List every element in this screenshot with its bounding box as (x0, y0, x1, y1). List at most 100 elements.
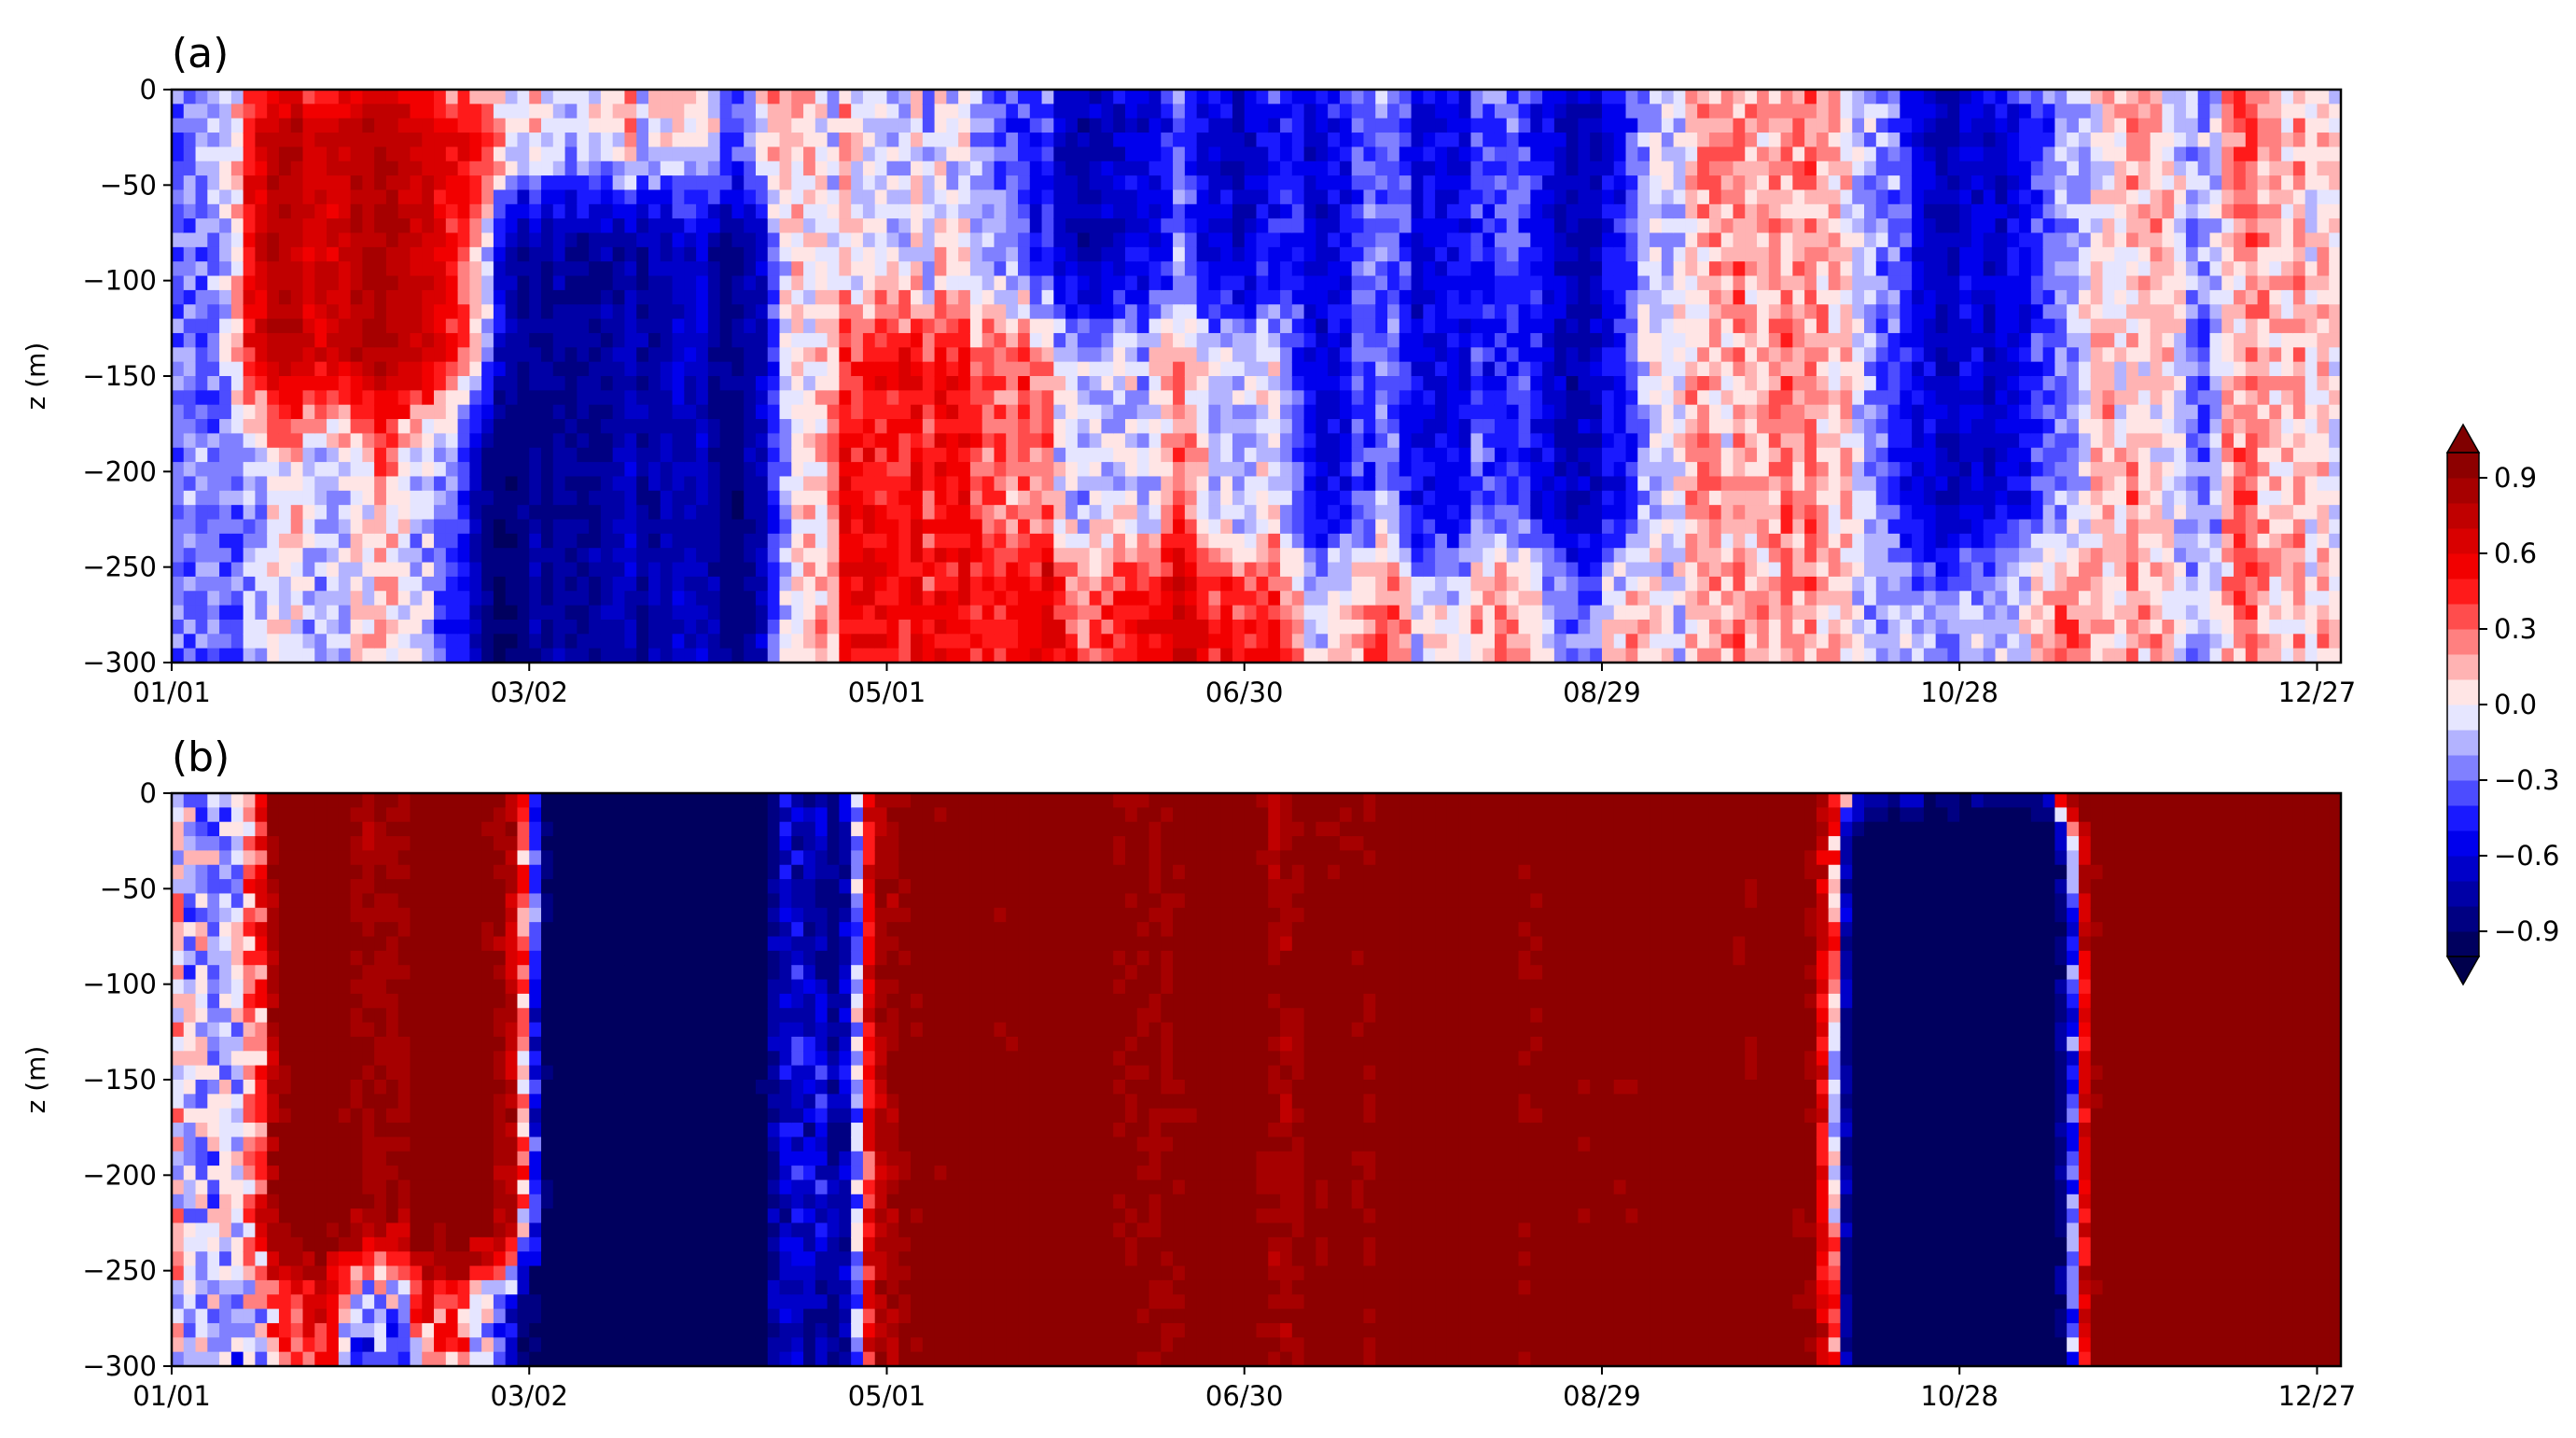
heatmap-cell (1244, 476, 1258, 492)
heatmap-cell (350, 361, 364, 377)
heatmap-cell (434, 562, 447, 578)
heatmap-cell (385, 104, 399, 119)
heatmap-cell (1470, 462, 1484, 478)
heatmap-cell (994, 261, 1008, 277)
heatmap-cell (1578, 261, 1591, 277)
heatmap-cell (314, 275, 327, 291)
heatmap-cell (624, 304, 638, 320)
heatmap-cell (505, 576, 519, 593)
heatmap-cell (994, 634, 1008, 649)
heatmap-cell (1101, 246, 1114, 262)
heatmap-cell (886, 175, 900, 191)
heatmap-cell (600, 275, 614, 291)
heatmap-cell (278, 161, 292, 176)
heatmap-cell (1077, 332, 1091, 349)
heatmap-cell (290, 490, 304, 506)
heatmap-cell (791, 505, 804, 521)
heatmap-cell (684, 576, 697, 593)
heatmap-cell (1041, 347, 1055, 363)
heatmap-cell (1590, 447, 1603, 463)
heatmap-cell (1613, 161, 1627, 176)
heatmap-cell (385, 419, 399, 435)
heatmap-cell (946, 90, 959, 105)
heatmap-cell (1041, 433, 1055, 449)
heatmap-cell (1625, 576, 1639, 593)
heatmap-cell (255, 161, 268, 176)
heatmap-cell (815, 218, 828, 234)
heatmap-cell (874, 203, 888, 219)
heatmap-cell (946, 619, 959, 635)
heatmap-cell (1161, 361, 1174, 377)
heatmap-cell (672, 634, 686, 649)
heatmap-cell (1387, 490, 1400, 506)
heatmap-cell (517, 476, 531, 492)
heatmap-cell (886, 304, 900, 320)
heatmap-cell (505, 304, 519, 320)
heatmap-cell (1506, 147, 1520, 162)
heatmap-cell (969, 133, 983, 148)
heatmap-cell (243, 576, 257, 593)
heatmap-cell (898, 376, 912, 392)
heatmap-cell (1256, 390, 1270, 406)
heatmap-cell (1018, 462, 1031, 478)
heatmap-cell (517, 347, 531, 363)
heatmap-cell (589, 404, 602, 420)
heatmap-cell (1553, 548, 1567, 564)
heatmap-cell (1041, 133, 1055, 148)
heatmap-cell (529, 404, 542, 420)
heatmap-cell (469, 548, 482, 564)
heatmap-cell (1220, 476, 1233, 492)
heatmap-cell (1244, 419, 1258, 435)
heatmap-cell (1553, 232, 1567, 248)
heatmap-cell (707, 118, 721, 133)
heatmap-cell (327, 304, 340, 320)
heatmap-cell (767, 476, 781, 492)
heatmap-cell (230, 404, 244, 420)
heatmap-cell (958, 505, 971, 521)
heatmap-cell (1041, 246, 1055, 262)
heatmap-cell (469, 376, 482, 392)
heatmap-cell (874, 419, 888, 435)
heatmap-cell (327, 419, 340, 435)
heatmap-cell (1506, 648, 1520, 663)
heatmap-cell (755, 347, 769, 363)
heatmap-cell (290, 90, 304, 105)
heatmap-cell (744, 147, 757, 162)
heatmap-cell (1256, 648, 1270, 663)
heatmap-cell (481, 505, 494, 521)
heatmap-cell (362, 304, 375, 320)
heatmap-cell (589, 447, 602, 463)
heatmap-cell (469, 519, 482, 535)
heatmap-cell (1065, 304, 1079, 320)
heatmap-cell (922, 189, 936, 205)
heatmap-cell (1256, 519, 1270, 535)
heatmap-cell (195, 548, 209, 564)
heatmap-cell (755, 289, 769, 306)
heatmap-cell (1446, 261, 1460, 277)
heatmap-cell (647, 133, 661, 148)
heatmap-cell (1483, 246, 1496, 262)
heatmap-cell (839, 347, 852, 363)
heatmap-cell (1101, 232, 1114, 248)
heatmap-cell (911, 361, 924, 377)
heatmap-cell (1470, 289, 1484, 306)
heatmap-cell (958, 347, 971, 363)
heatmap-cell (911, 505, 924, 521)
heatmap-cell (1124, 275, 1138, 291)
heatmap-cell (1053, 175, 1066, 191)
heatmap-cell (302, 576, 316, 593)
heatmap-cell (1446, 634, 1460, 649)
heatmap-cell (696, 476, 709, 492)
heatmap-cell (529, 634, 542, 649)
heatmap-cell (1470, 361, 1484, 377)
heatmap-cell (1411, 161, 1425, 176)
heatmap-cell (672, 361, 686, 377)
heatmap-cell (1423, 175, 1436, 191)
heatmap-cell (1124, 404, 1138, 420)
heatmap-cell (744, 419, 757, 435)
heatmap-cell (1518, 648, 1532, 663)
heatmap-cell (577, 490, 590, 506)
heatmap-cell (1518, 605, 1532, 621)
heatmap-cell (1256, 304, 1270, 320)
heatmap-cell (827, 189, 841, 205)
